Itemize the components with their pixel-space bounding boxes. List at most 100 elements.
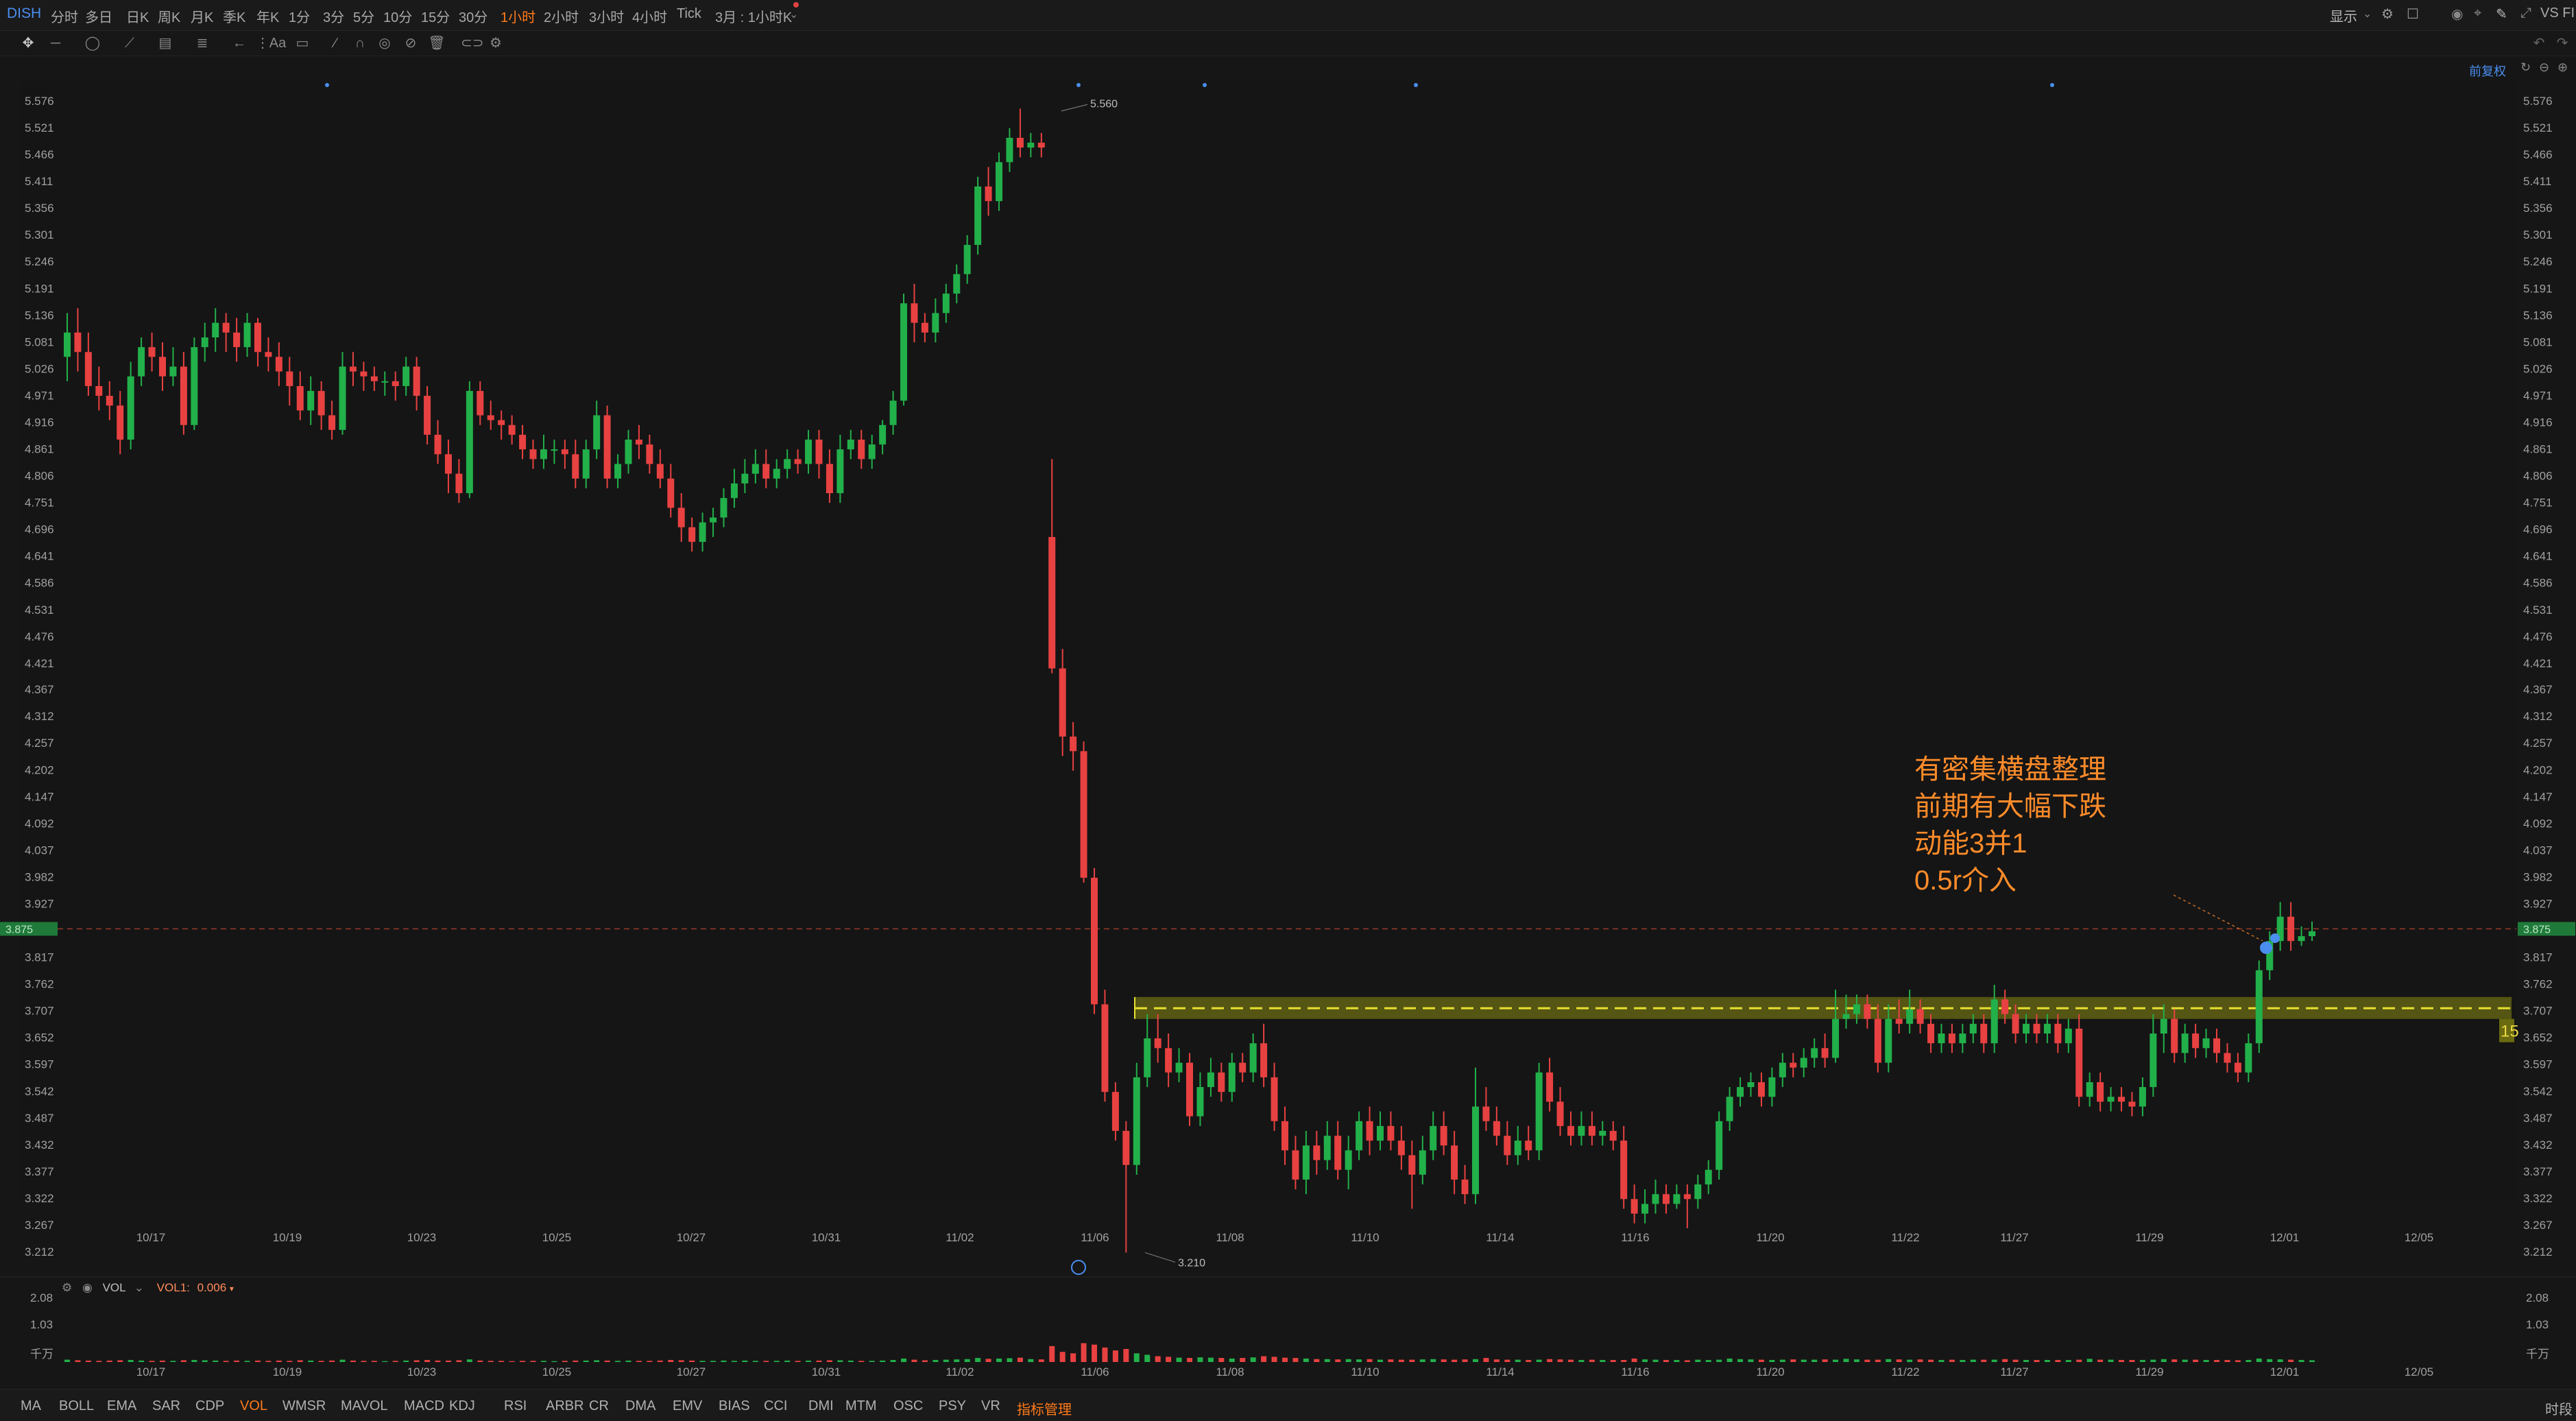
candle[interactable]: [381, 381, 389, 383]
candle[interactable]: [84, 352, 92, 386]
chevron-down-icon[interactable]: ⌄: [789, 9, 799, 21]
candle[interactable]: [434, 434, 442, 455]
candle[interactable]: [1111, 1092, 1119, 1131]
candle[interactable]: [879, 425, 887, 445]
candle[interactable]: [1588, 1125, 1596, 1136]
candle[interactable]: [1345, 1150, 1352, 1170]
candle[interactable]: [1630, 1199, 1638, 1214]
candle[interactable]: [794, 459, 802, 464]
grid-tool-icon[interactable]: ▤: [158, 36, 172, 51]
candle[interactable]: [646, 444, 653, 464]
period-tab[interactable]: 年K: [256, 10, 280, 25]
period-tab[interactable]: 分时: [51, 10, 78, 25]
candle[interactable]: [1016, 137, 1024, 148]
indicator-tab[interactable]: MACD: [404, 1398, 444, 1413]
candle[interactable]: [1800, 1058, 1807, 1068]
candle[interactable]: [1599, 1130, 1606, 1136]
period-tab[interactable]: 3分: [323, 10, 345, 25]
time-share-button[interactable]: 时段: [2545, 1402, 2573, 1418]
candle[interactable]: [2065, 1028, 2072, 1044]
candle[interactable]: [148, 347, 156, 357]
candle[interactable]: [1334, 1136, 1342, 1170]
compare-button[interactable]: VS FI: [2540, 5, 2575, 21]
candle[interactable]: [1832, 1018, 1840, 1058]
candle[interactable]: [265, 352, 272, 357]
candle[interactable]: [1133, 1077, 1140, 1165]
undo-icon[interactable]: ↶: [2533, 36, 2545, 51]
candle[interactable]: [762, 464, 770, 479]
event-dot-icon[interactable]: [1203, 83, 1207, 87]
candle[interactable]: [1387, 1125, 1395, 1141]
period-tab[interactable]: 日K: [126, 10, 149, 25]
candle[interactable]: [847, 440, 854, 450]
candle[interactable]: [477, 391, 484, 416]
candle[interactable]: [413, 366, 420, 396]
candle[interactable]: [1673, 1194, 1681, 1204]
candle[interactable]: [529, 449, 537, 459]
indicator-tab[interactable]: ARBR: [546, 1398, 584, 1413]
indicator-tab[interactable]: PSY: [939, 1398, 967, 1413]
indicator-tab[interactable]: BOLL: [59, 1398, 95, 1413]
candle[interactable]: [2234, 1062, 2241, 1073]
fib-tool-icon[interactable]: ≣: [196, 36, 208, 51]
consolidation-zone[interactable]: [1135, 996, 2512, 1019]
indicator-tab[interactable]: MAVOL: [341, 1398, 388, 1413]
candle[interactable]: [2255, 970, 2263, 1044]
candle[interactable]: [117, 405, 124, 440]
candle[interactable]: [286, 371, 293, 386]
indicator-tab[interactable]: DMI: [808, 1398, 834, 1413]
candle[interactable]: [455, 473, 463, 494]
candle[interactable]: [1853, 1004, 1860, 1014]
candle[interactable]: [932, 313, 939, 333]
candle[interactable]: [1218, 1072, 1225, 1092]
candle[interactable]: [1048, 536, 1056, 669]
candle[interactable]: [2160, 1018, 2167, 1034]
pen-icon[interactable]: ✎: [2496, 7, 2507, 22]
candle[interactable]: [1027, 143, 1035, 148]
candle[interactable]: [1070, 737, 1077, 752]
candle[interactable]: [1144, 1038, 1151, 1077]
period-tab[interactable]: 4小时: [632, 10, 668, 25]
candle[interactable]: [2118, 1097, 2126, 1102]
candle[interactable]: [2086, 1082, 2093, 1097]
candle[interactable]: [2181, 1034, 2189, 1053]
candle[interactable]: [2043, 1023, 2051, 1034]
event-dot-icon[interactable]: [1414, 83, 1418, 87]
candle[interactable]: [1726, 1097, 1733, 1121]
indicator-tab[interactable]: SAR: [152, 1398, 181, 1413]
candle[interactable]: [1366, 1121, 1373, 1141]
candle[interactable]: [593, 415, 601, 450]
candle[interactable]: [751, 464, 759, 474]
candle[interactable]: [942, 294, 950, 313]
candle[interactable]: [1419, 1150, 1426, 1175]
candle[interactable]: [349, 366, 357, 372]
ruler-tool-icon[interactable]: ⋮: [256, 36, 269, 51]
period-tab[interactable]: 1分: [289, 10, 311, 25]
zoom-in-icon[interactable]: ⊕: [2557, 60, 2568, 74]
candle[interactable]: [1430, 1125, 1437, 1151]
eye-icon[interactable]: ◉: [82, 1281, 93, 1294]
candle[interactable]: [487, 415, 494, 420]
period-tab[interactable]: 15分: [421, 10, 450, 25]
candle[interactable]: [1641, 1204, 1649, 1214]
candle[interactable]: [444, 454, 452, 474]
candle[interactable]: [2075, 1028, 2083, 1097]
candle[interactable]: [1493, 1121, 1500, 1136]
layout-icon[interactable]: ☐: [2407, 7, 2419, 22]
period-tab[interactable]: 1小时: [501, 10, 536, 25]
candle[interactable]: [963, 245, 971, 274]
eye-icon[interactable]: ◎: [378, 36, 391, 51]
buy-marker-icon[interactable]: [2270, 933, 2280, 943]
candle[interactable]: [2012, 1014, 2019, 1034]
zoom-out-icon[interactable]: ⊖: [2539, 60, 2550, 74]
candle[interactable]: [773, 468, 780, 479]
candle[interactable]: [222, 322, 230, 333]
candle[interactable]: [127, 376, 134, 440]
candle[interactable]: [868, 444, 876, 459]
candle[interactable]: [138, 347, 145, 377]
candle[interactable]: [360, 371, 368, 377]
candle[interactable]: [889, 401, 897, 425]
candle[interactable]: [561, 449, 568, 455]
candle[interactable]: [1186, 1062, 1193, 1116]
candle[interactable]: [1578, 1125, 1585, 1136]
